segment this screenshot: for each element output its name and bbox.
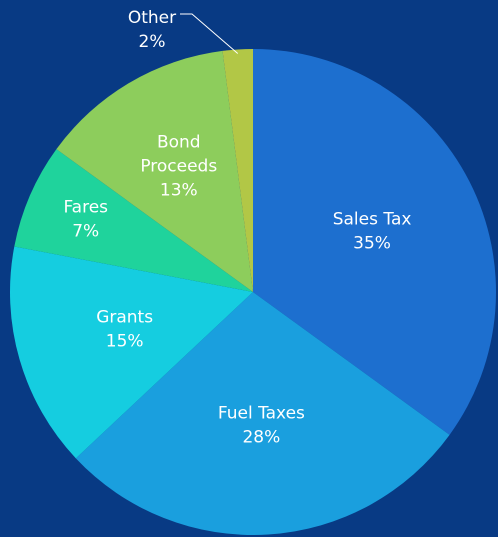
slice-value-label: 35% <box>353 233 391 253</box>
slice-value-label: 2% <box>139 32 166 52</box>
slice-value-label: 28% <box>242 427 280 447</box>
pie-slice <box>56 50 253 293</box>
slice-label: Fares <box>63 198 108 218</box>
slice-label: Grants <box>96 307 153 327</box>
slice-value-label: 13% <box>160 181 198 201</box>
slice-label: Other <box>128 8 176 28</box>
slice-value-label: 15% <box>106 331 144 351</box>
pie-slice <box>14 149 253 292</box>
pie-slice <box>75 292 450 535</box>
pie-slice <box>253 49 496 435</box>
slice-value-label: 7% <box>72 222 99 242</box>
slice-label: Fuel Taxes <box>218 403 305 423</box>
pie-slice <box>222 49 253 292</box>
slice-label: Sales Tax <box>333 209 412 229</box>
slice-label: Bond Proceeds <box>140 133 217 177</box>
leader-line <box>180 13 239 54</box>
pie-slice <box>9 246 253 459</box>
